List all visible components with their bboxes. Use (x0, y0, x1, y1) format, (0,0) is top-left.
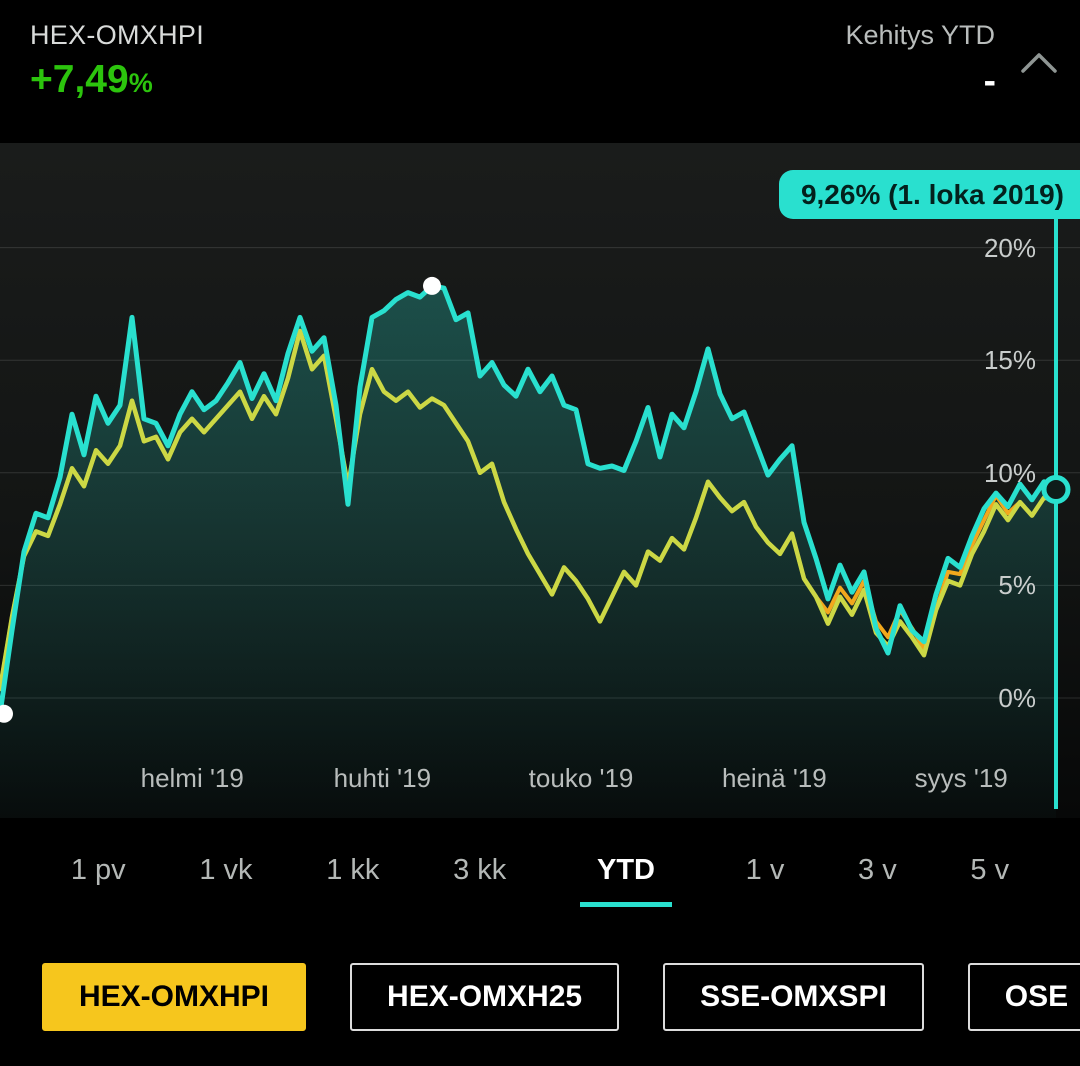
range-selector: 1 pv 1 vk 1 kk 3 kk YTD 1 v 3 v 5 v (0, 840, 1080, 928)
range-label: 5 v (970, 854, 1010, 886)
range-label: 1 kk (326, 854, 380, 886)
range-label: 1 vk (199, 854, 253, 886)
cursor-tooltip: 9,26% (1. loka 2019) (778, 170, 1080, 219)
range-label: YTD (596, 854, 655, 886)
chevron-up-icon[interactable] (1020, 50, 1058, 76)
index-button-hex-omxh25[interactable]: HEX-OMXH25 (350, 963, 620, 1031)
index-symbol: HEX-OMXHPI (30, 20, 205, 50)
kehitys-ytd-label: Kehitys YTD (845, 20, 995, 50)
index-button-ose[interactable]: OSE (967, 963, 1080, 1031)
range-1-vk[interactable]: 1 vk (199, 840, 252, 887)
header: HEX-OMXHPI +7,49% Kehitys YTD - (0, 0, 1080, 143)
range-label: 3 v (858, 854, 897, 886)
chart-canvas[interactable] (0, 143, 1080, 818)
index-buttons: HEX-OMXHPI HEX-OMXH25 SSE-OMXSPI OSE (0, 963, 1080, 1031)
range-label: 3 kk (453, 854, 507, 886)
range-label: 1 v (745, 854, 785, 886)
marker-dot (0, 704, 13, 723)
range-3-v[interactable]: 3 v (858, 840, 897, 887)
change-value: +7,49 (30, 58, 129, 101)
price-chart[interactable]: 20% 15% 10% 5% 0% helmi '19 huhti '19 touko '1… (0, 143, 1080, 818)
range-label: 1 pv (70, 854, 126, 886)
range-5-v[interactable]: 5 v (970, 840, 1009, 887)
range-1-kk[interactable]: 1 kk (326, 840, 379, 887)
kehitys-ytd-value: - (983, 60, 996, 101)
index-button-sse-omxspi[interactable]: SSE-OMXSPI (663, 963, 924, 1031)
index-button-hex-omxhpi[interactable]: HEX-OMXHPI (42, 963, 307, 1031)
range-3-kk[interactable]: 3 kk (453, 840, 506, 887)
range-1-v[interactable]: 1 v (746, 840, 785, 887)
selected-range-underline (579, 902, 672, 907)
marker-dot (423, 276, 441, 295)
cyan-series (0, 283, 1059, 717)
range-ytd[interactable]: YTD (579, 840, 672, 907)
change-unit: % (128, 68, 153, 98)
cursor-ring (1041, 475, 1071, 504)
index-change: +7,49% (30, 58, 153, 102)
range-1-pv[interactable]: 1 pv (71, 840, 126, 887)
